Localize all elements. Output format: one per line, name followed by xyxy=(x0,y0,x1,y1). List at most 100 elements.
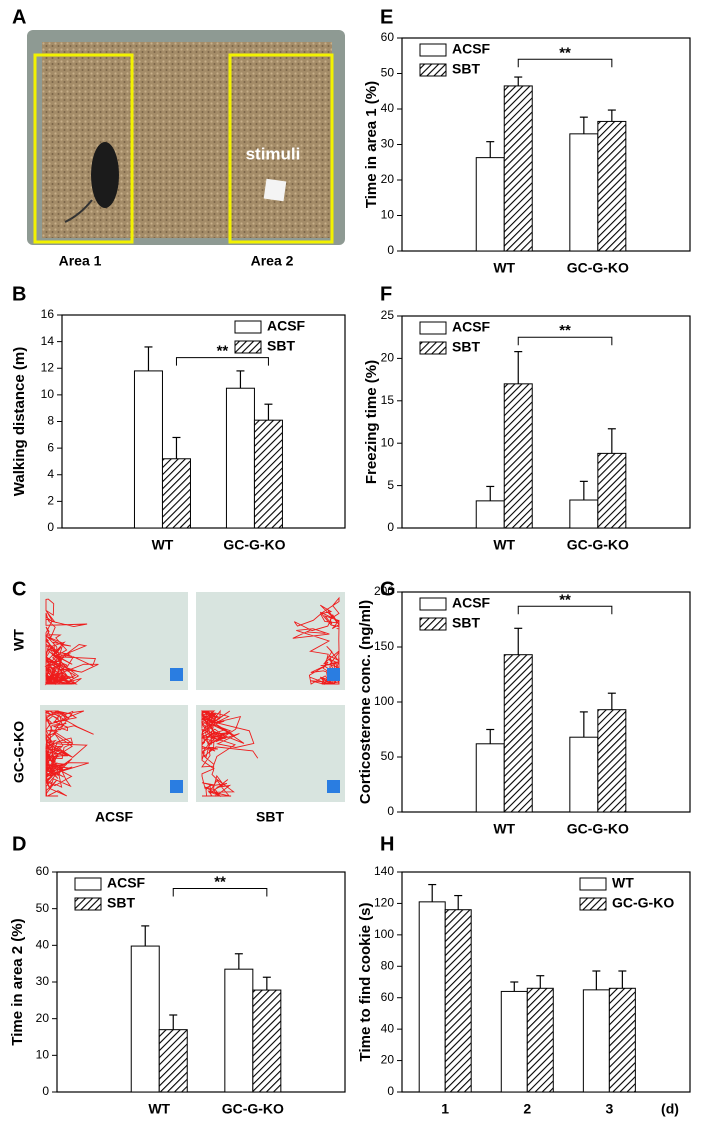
y-tick-label: 20 xyxy=(381,172,395,186)
stimulus-marker xyxy=(170,668,183,681)
y-tick-label: 50 xyxy=(381,66,395,80)
plot-frame xyxy=(401,591,691,813)
y-tick-label: 6 xyxy=(47,440,54,454)
legend-label: GC-G-KO xyxy=(612,895,674,911)
stimulus-marker xyxy=(327,780,340,793)
track-path xyxy=(44,598,99,686)
legend-swatch xyxy=(419,321,447,335)
y-tick-label: 16 xyxy=(41,307,55,321)
panel-label: H xyxy=(380,833,394,855)
y-tick-label: 0 xyxy=(387,1084,394,1098)
bar xyxy=(224,968,254,1093)
bar xyxy=(444,909,472,1093)
bar xyxy=(500,990,528,1093)
cookie xyxy=(263,178,287,202)
bar xyxy=(608,987,636,1093)
y-tick-label: 30 xyxy=(381,137,395,151)
x-tick-label: GC-G-KO xyxy=(223,537,285,553)
x-tick-label: WT xyxy=(493,821,515,837)
significance-bracket xyxy=(517,336,613,346)
y-axis-title: Freezing time (%) xyxy=(363,360,380,484)
legend-label: ACSF xyxy=(267,318,306,334)
bar xyxy=(503,383,533,529)
x-tick-label: WT xyxy=(493,260,515,276)
bar xyxy=(161,458,191,529)
y-tick-label: 5 xyxy=(387,478,394,492)
bar xyxy=(503,654,533,813)
area-label: Area 2 xyxy=(251,253,294,269)
y-tick-label: 12 xyxy=(41,360,55,374)
legend-swatch xyxy=(419,43,447,57)
bar xyxy=(418,901,446,1093)
x-tick-label: WT xyxy=(148,1101,170,1117)
x-tick-label: GC-G-KO xyxy=(567,537,629,553)
y-tick-label: 8 xyxy=(47,414,54,428)
y-axis-title: Time in area 2 (%) xyxy=(9,918,26,1045)
y-tick-label: 10 xyxy=(41,387,55,401)
y-tick-label: 0 xyxy=(42,1084,49,1098)
bar xyxy=(133,370,163,529)
bar xyxy=(569,499,599,529)
y-tick-label: 20 xyxy=(381,351,395,365)
legend-swatch xyxy=(419,597,447,611)
y-tick-label: 60 xyxy=(381,30,395,44)
bar xyxy=(225,387,255,529)
y-tick-label: 150 xyxy=(374,639,394,653)
plot-frame xyxy=(401,37,691,252)
stimulus-marker xyxy=(327,668,340,681)
significance-label: ** xyxy=(214,873,226,890)
y-axis-title: Time to find cookie (s) xyxy=(357,903,374,1062)
track-arena xyxy=(196,592,345,690)
stimulus-marker xyxy=(170,780,183,793)
y-tick-label: 60 xyxy=(381,990,395,1004)
bar xyxy=(569,133,599,252)
y-tick-label: 50 xyxy=(36,901,50,915)
significance-bracket xyxy=(172,888,268,897)
legend-swatch xyxy=(234,320,262,334)
significance-label: ** xyxy=(559,591,571,608)
significance-label: ** xyxy=(559,322,571,339)
bar xyxy=(475,157,505,252)
y-tick-label: 140 xyxy=(374,864,394,878)
y-axis-title: Time in area 1 (%) xyxy=(363,81,380,208)
x-tick-label: 1 xyxy=(441,1101,449,1117)
legend-swatch xyxy=(419,63,447,77)
legend-label: SBT xyxy=(107,895,135,911)
panel-label: B xyxy=(12,283,26,305)
bar xyxy=(569,736,599,813)
y-tick-label: 50 xyxy=(381,749,395,763)
significance-label: ** xyxy=(217,343,229,360)
legend-swatch xyxy=(74,877,102,891)
y-tick-label: 0 xyxy=(387,520,394,534)
bar xyxy=(130,945,160,1093)
legend-label: SBT xyxy=(452,339,480,355)
y-tick-label: 20 xyxy=(36,1011,50,1025)
area-box xyxy=(33,53,134,244)
mouse xyxy=(91,142,119,208)
legend-label: SBT xyxy=(452,615,480,631)
y-tick-label: 80 xyxy=(381,958,395,972)
y-tick-label: 100 xyxy=(374,694,394,708)
y-tick-label: 30 xyxy=(36,974,50,988)
panel-label: D xyxy=(12,833,26,855)
x-axis-title: (d) xyxy=(661,1101,679,1117)
x-tick-label: 3 xyxy=(605,1101,613,1117)
x-tick-label: WT xyxy=(152,537,174,553)
plot-frame xyxy=(401,315,691,529)
y-axis-title: Walking distance (m) xyxy=(11,347,28,496)
bedding xyxy=(42,42,332,238)
stimulus-label: stimuli xyxy=(246,144,301,163)
panel-label: E xyxy=(380,6,393,28)
bar xyxy=(252,989,282,1093)
y-tick-label: 100 xyxy=(374,927,394,941)
legend-swatch xyxy=(419,617,447,631)
legend-label: ACSF xyxy=(107,875,146,891)
significance-bracket xyxy=(175,357,269,366)
x-tick-label: GC-G-KO xyxy=(567,821,629,837)
row-label: WT xyxy=(11,629,27,651)
legend-label: WT xyxy=(612,875,634,891)
bar xyxy=(597,452,627,529)
track-path xyxy=(44,710,94,797)
panel-label: C xyxy=(12,578,26,600)
